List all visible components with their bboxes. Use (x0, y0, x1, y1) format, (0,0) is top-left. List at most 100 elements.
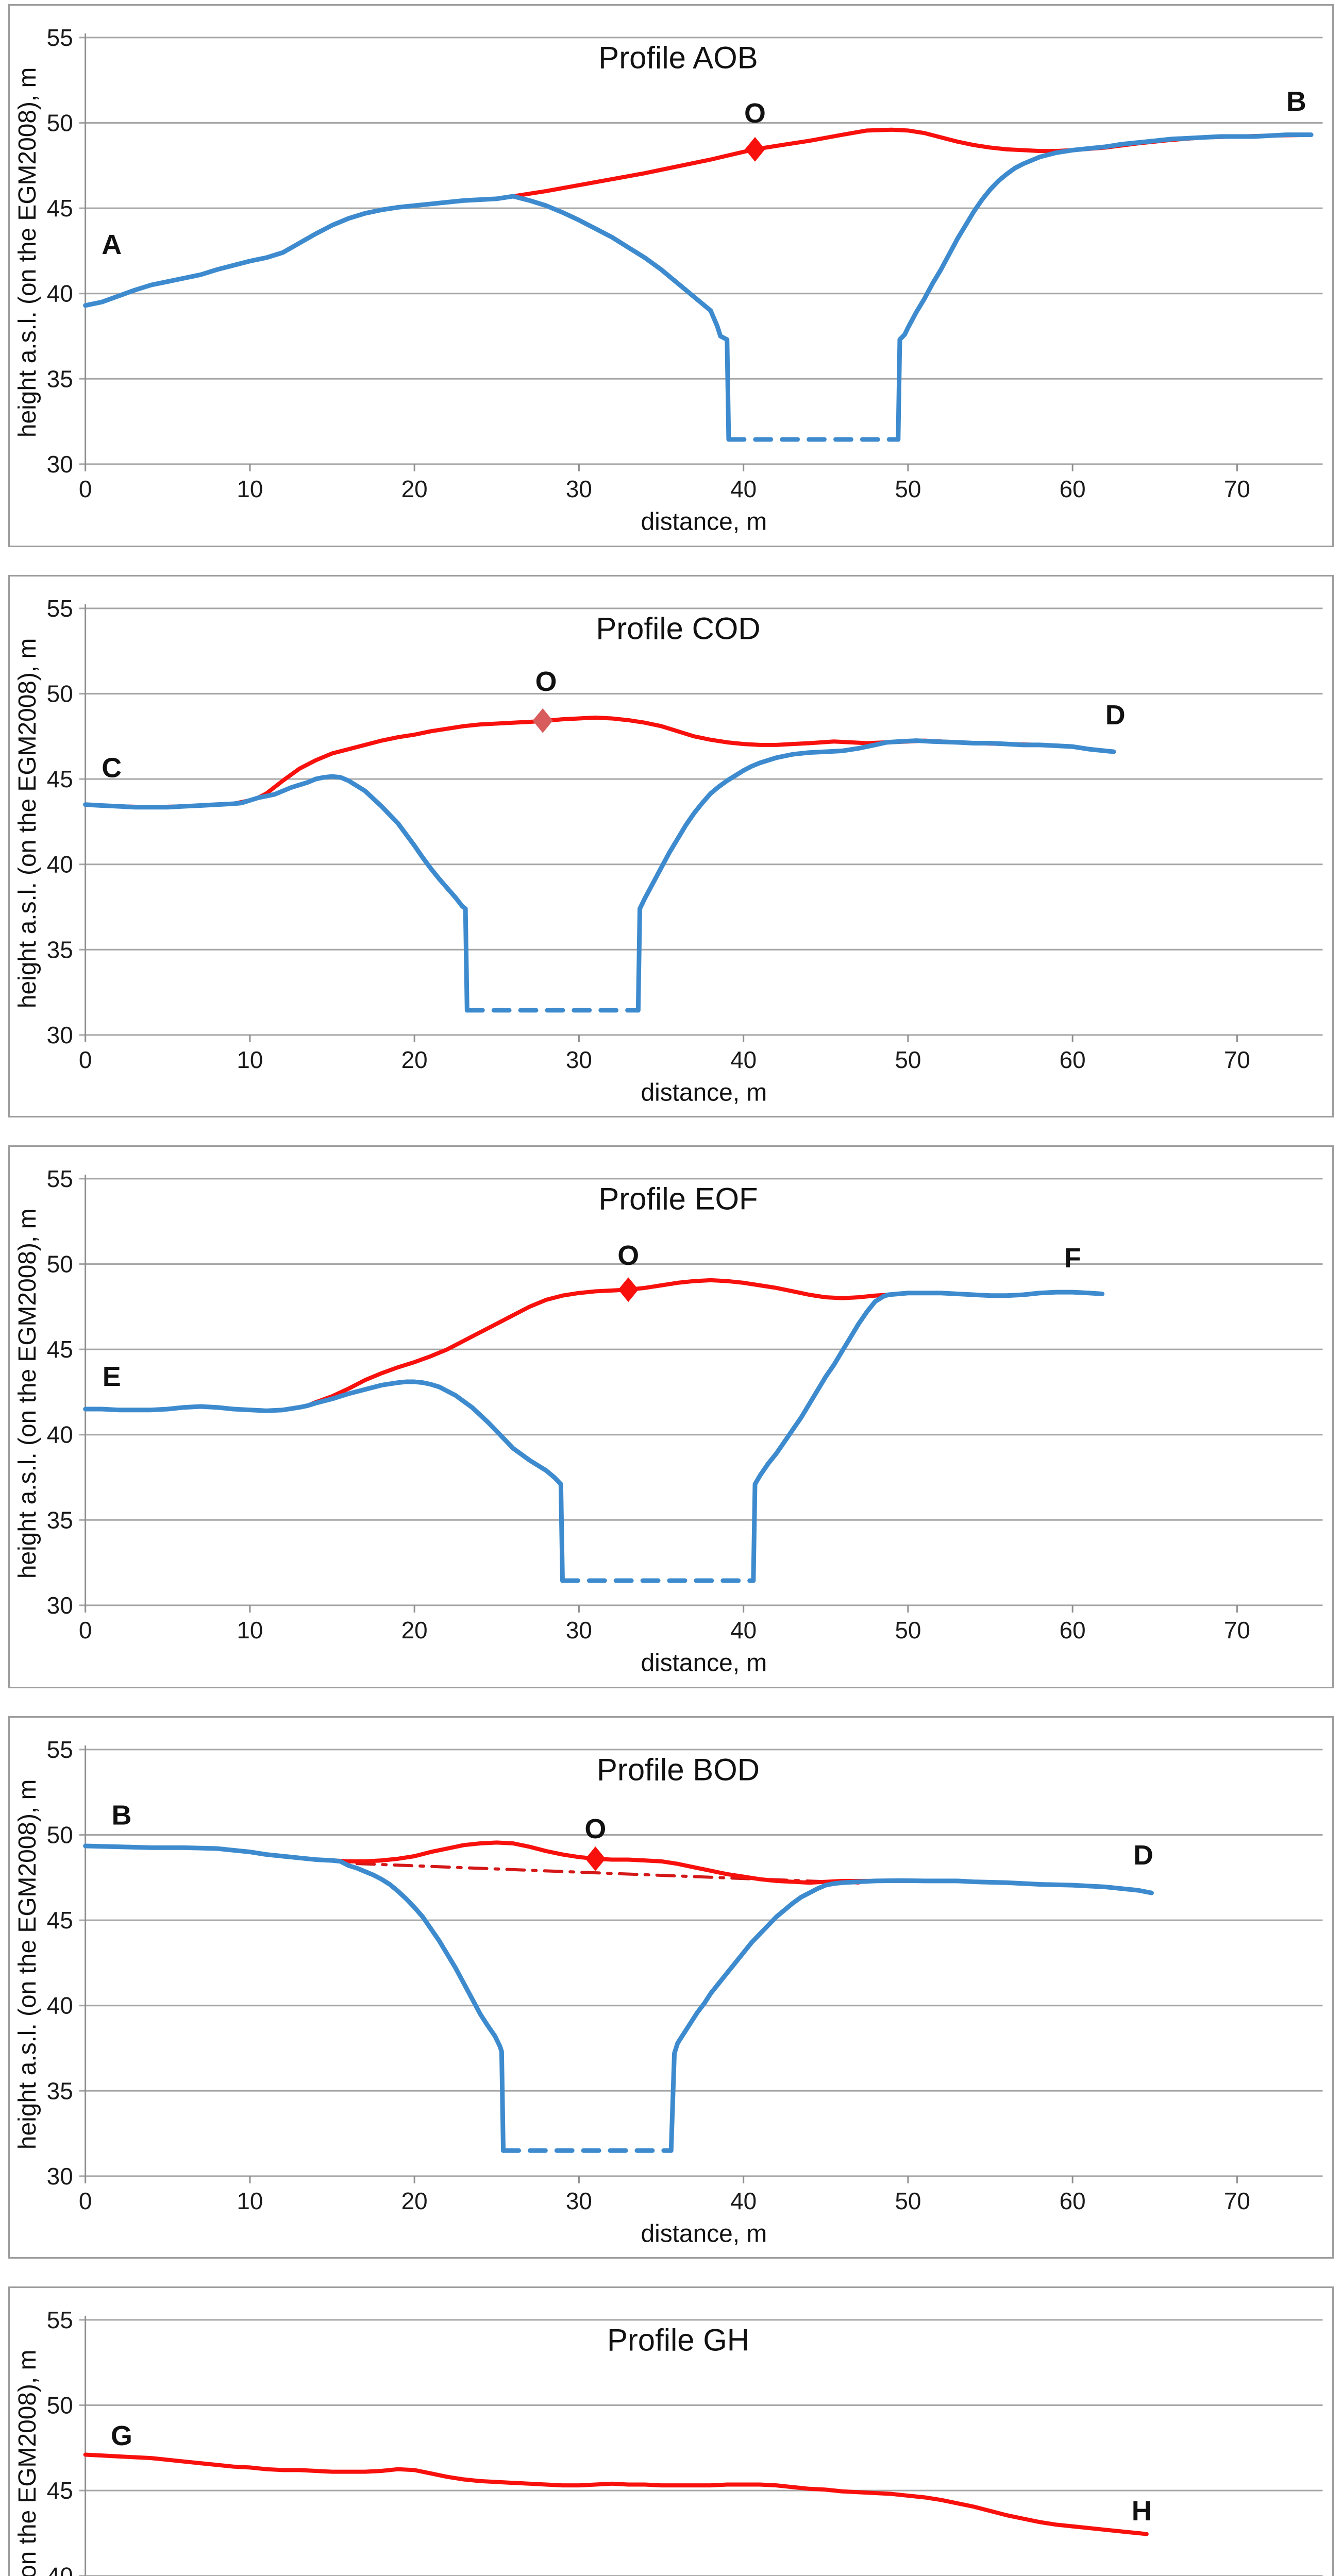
x-tick-label-10: 10 (237, 2187, 263, 2214)
x-tick-label-20: 20 (401, 1617, 428, 1643)
point-label-D: D (1133, 1840, 1153, 1871)
x-tick-label-50: 50 (895, 1617, 921, 1643)
blue-terrain-left (83, 1379, 565, 1583)
x-tick-label-60: 60 (1060, 1617, 1086, 1643)
chart-panel-profile-eof: 30 35 40 45 50 55 0 10 20 30 40 50 60 70 Profile EOF di… (8, 1145, 1334, 1688)
x-tick-label-40: 40 (730, 1617, 757, 1643)
y-tick-label-40: 40 (47, 280, 73, 307)
x-tick-label-30: 30 (566, 1617, 592, 1643)
x-tick-label-50: 50 (895, 476, 921, 502)
x-tick-label-40: 40 (730, 2187, 757, 2214)
x-tick-label-70: 70 (1224, 476, 1250, 502)
point-O-diamond-marker (585, 1846, 606, 1871)
chart-title: Profile GH (607, 2323, 749, 2358)
y-tick-label-50: 50 (47, 1821, 73, 1848)
x-tick-label-30: 30 (566, 2187, 592, 2214)
y-tick-label-55: 55 (47, 2307, 73, 2333)
y-tick-label-40: 40 (47, 1421, 73, 1448)
y-tick-label-45: 45 (47, 1336, 73, 1363)
x-tick-label-0: 0 (79, 476, 92, 502)
point-label-O: O (744, 98, 766, 129)
x-axis-title: distance, m (641, 1650, 767, 1677)
point-label-D: D (1105, 699, 1126, 730)
y-tick-label-45: 45 (47, 1907, 73, 1934)
y-tick-label-35: 35 (47, 365, 73, 392)
x-tick-label-0: 0 (79, 2187, 92, 2214)
y-tick-label-45: 45 (47, 2477, 73, 2504)
chart-panel-profile-bod: 30 35 40 45 50 55 0 10 20 30 40 50 60 70 Profile BOD di… (8, 1716, 1334, 2259)
x-tick-label-20: 20 (401, 476, 428, 502)
y-tick-label-45: 45 (47, 195, 73, 222)
point-label-A: A (102, 229, 122, 260)
point-O-diamond-marker (745, 137, 765, 162)
blue-terrain-left (83, 1843, 506, 2153)
y-tick-label-55: 55 (47, 595, 73, 621)
point-O-diamond-marker (618, 1277, 639, 1302)
y-tick-label-50: 50 (47, 2392, 73, 2419)
chart-title: Profile BOD (597, 1752, 760, 1787)
chart-svg-3: 30 35 40 45 50 55 0 10 20 30 40 50 60 70 Profile BOD di… (14, 1736, 1323, 2247)
point-label-B: B (1286, 86, 1306, 117)
y-tick-label-55: 55 (47, 24, 73, 51)
x-tick-label-20: 20 (401, 1046, 428, 1073)
point-label-B: B (111, 1800, 131, 1831)
y-tick-label-35: 35 (47, 936, 73, 963)
x-tick-label-60: 60 (1060, 2187, 1086, 2214)
x-tick-label-10: 10 (237, 476, 263, 502)
y-tick-label-50: 50 (47, 109, 73, 136)
blue-terrain-right (668, 1878, 1154, 2153)
point-O-diamond-marker (532, 708, 553, 733)
blue-terrain-right (751, 1290, 1105, 1583)
x-tick-label-70: 70 (1224, 1617, 1250, 1643)
point-label-F: F (1064, 1243, 1081, 1274)
red-profile (305, 1278, 1104, 1408)
x-axis-title: distance, m (641, 1079, 767, 1106)
y-tick-label-55: 55 (47, 1165, 73, 1192)
x-tick-label-0: 0 (79, 1617, 92, 1643)
x-tick-label-40: 40 (730, 476, 757, 502)
chart-svg-0: 30 35 40 45 50 55 0 10 20 30 40 50 60 70 Profile AOB di… (14, 24, 1323, 536)
y-tick-label-40: 40 (47, 851, 73, 877)
y-axis-title: height a.s.l. (on the EGM2008), m (14, 638, 41, 1008)
y-tick-label-50: 50 (47, 680, 73, 707)
point-label-O: O (535, 666, 557, 697)
chart-svg-2: 30 35 40 45 50 55 0 10 20 30 40 50 60 70 Profile EOF di… (14, 1165, 1323, 1677)
x-tick-label-70: 70 (1224, 1046, 1250, 1073)
x-tick-label-30: 30 (566, 1046, 592, 1073)
x-axis-title: distance, m (641, 509, 767, 536)
y-axis-title: height a.s.l. (on the EGM2008), m (14, 67, 41, 437)
chart-title: Profile COD (596, 611, 760, 646)
y-tick-label-30: 30 (47, 1592, 73, 1619)
x-tick-label-60: 60 (1060, 476, 1086, 502)
y-tick-label-35: 35 (47, 2077, 73, 2104)
point-label-G: G (111, 2420, 132, 2451)
x-tick-label-60: 60 (1060, 1046, 1086, 1073)
blue-terrain-left (83, 774, 469, 1012)
y-tick-label-30: 30 (47, 2163, 73, 2190)
x-tick-label-40: 40 (730, 1046, 757, 1073)
x-tick-label-70: 70 (1224, 2187, 1250, 2214)
y-tick-label-55: 55 (47, 1736, 73, 1762)
blue-terrain-left (83, 194, 731, 442)
red-profile (83, 715, 1116, 809)
point-label-C: C (102, 752, 122, 783)
y-tick-label-40: 40 (47, 1992, 73, 2019)
x-tick-label-50: 50 (895, 1046, 921, 1073)
point-label-O: O (617, 1240, 639, 1271)
x-tick-label-0: 0 (79, 1046, 92, 1073)
blue-terrain-right (635, 738, 1116, 1012)
blue-terrain-right (896, 132, 1314, 442)
point-label-H: H (1132, 2496, 1152, 2527)
y-tick-label-50: 50 (47, 1251, 73, 1278)
x-tick-label-50: 50 (895, 2187, 921, 2214)
point-label-O: O (584, 1813, 606, 1844)
chart-panel-profile-cod: 30 35 40 45 50 55 0 10 20 30 40 50 60 70 Profile COD di… (8, 574, 1334, 1118)
chart-panel-profile-aob: 30 35 40 45 50 55 0 10 20 30 40 50 60 70 Profile AOB di… (8, 4, 1334, 547)
y-tick-label-45: 45 (47, 766, 73, 792)
point-label-E: E (103, 1361, 121, 1392)
chart-title: Profile EOF (598, 1182, 758, 1216)
y-axis-title: height a.s.l. (on the EGM2008), m (14, 1779, 41, 2149)
chart-title: Profile AOB (598, 41, 758, 75)
